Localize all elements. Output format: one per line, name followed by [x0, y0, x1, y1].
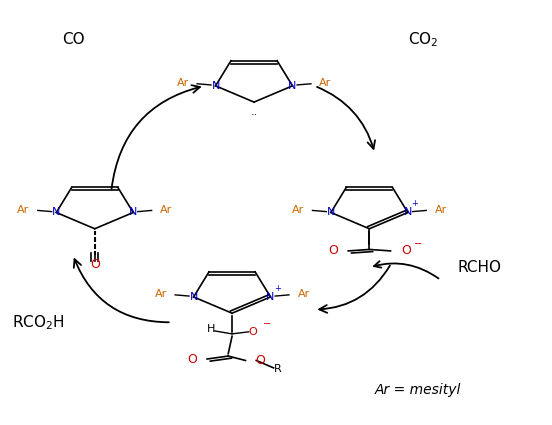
Text: +: + — [411, 199, 418, 208]
Text: O: O — [187, 352, 197, 366]
Text: RCHO: RCHO — [457, 260, 501, 275]
Text: O: O — [90, 258, 100, 271]
Text: Ar: Ar — [292, 204, 304, 215]
Text: N: N — [288, 81, 296, 91]
Text: RCO$_2$H: RCO$_2$H — [12, 313, 65, 332]
Text: N: N — [404, 207, 412, 218]
Text: CO: CO — [62, 32, 84, 47]
Text: Ar: Ar — [17, 204, 29, 215]
Text: −: − — [263, 319, 270, 329]
Text: Ar: Ar — [435, 204, 447, 215]
Text: O: O — [255, 354, 265, 367]
Text: N: N — [52, 207, 61, 218]
Text: Ar: Ar — [177, 78, 189, 88]
Text: Ar: Ar — [320, 78, 332, 88]
Text: N: N — [129, 207, 137, 218]
Text: N: N — [266, 292, 275, 302]
Text: N: N — [211, 81, 220, 91]
Text: R: R — [274, 364, 282, 374]
Text: H: H — [207, 324, 215, 334]
Text: −: − — [414, 239, 422, 249]
Text: CO$_2$: CO$_2$ — [408, 30, 438, 49]
Text: Ar: Ar — [298, 289, 310, 299]
Text: Ar: Ar — [160, 204, 172, 215]
Text: O: O — [401, 244, 411, 258]
Text: Ar = mesityl: Ar = mesityl — [375, 383, 461, 397]
Text: O: O — [328, 244, 338, 258]
Text: +: + — [274, 283, 281, 292]
Text: ··: ·· — [251, 110, 258, 120]
Text: O: O — [249, 327, 258, 337]
Text: Ar: Ar — [155, 289, 167, 299]
Text: N: N — [189, 292, 198, 302]
Text: N: N — [327, 207, 335, 218]
